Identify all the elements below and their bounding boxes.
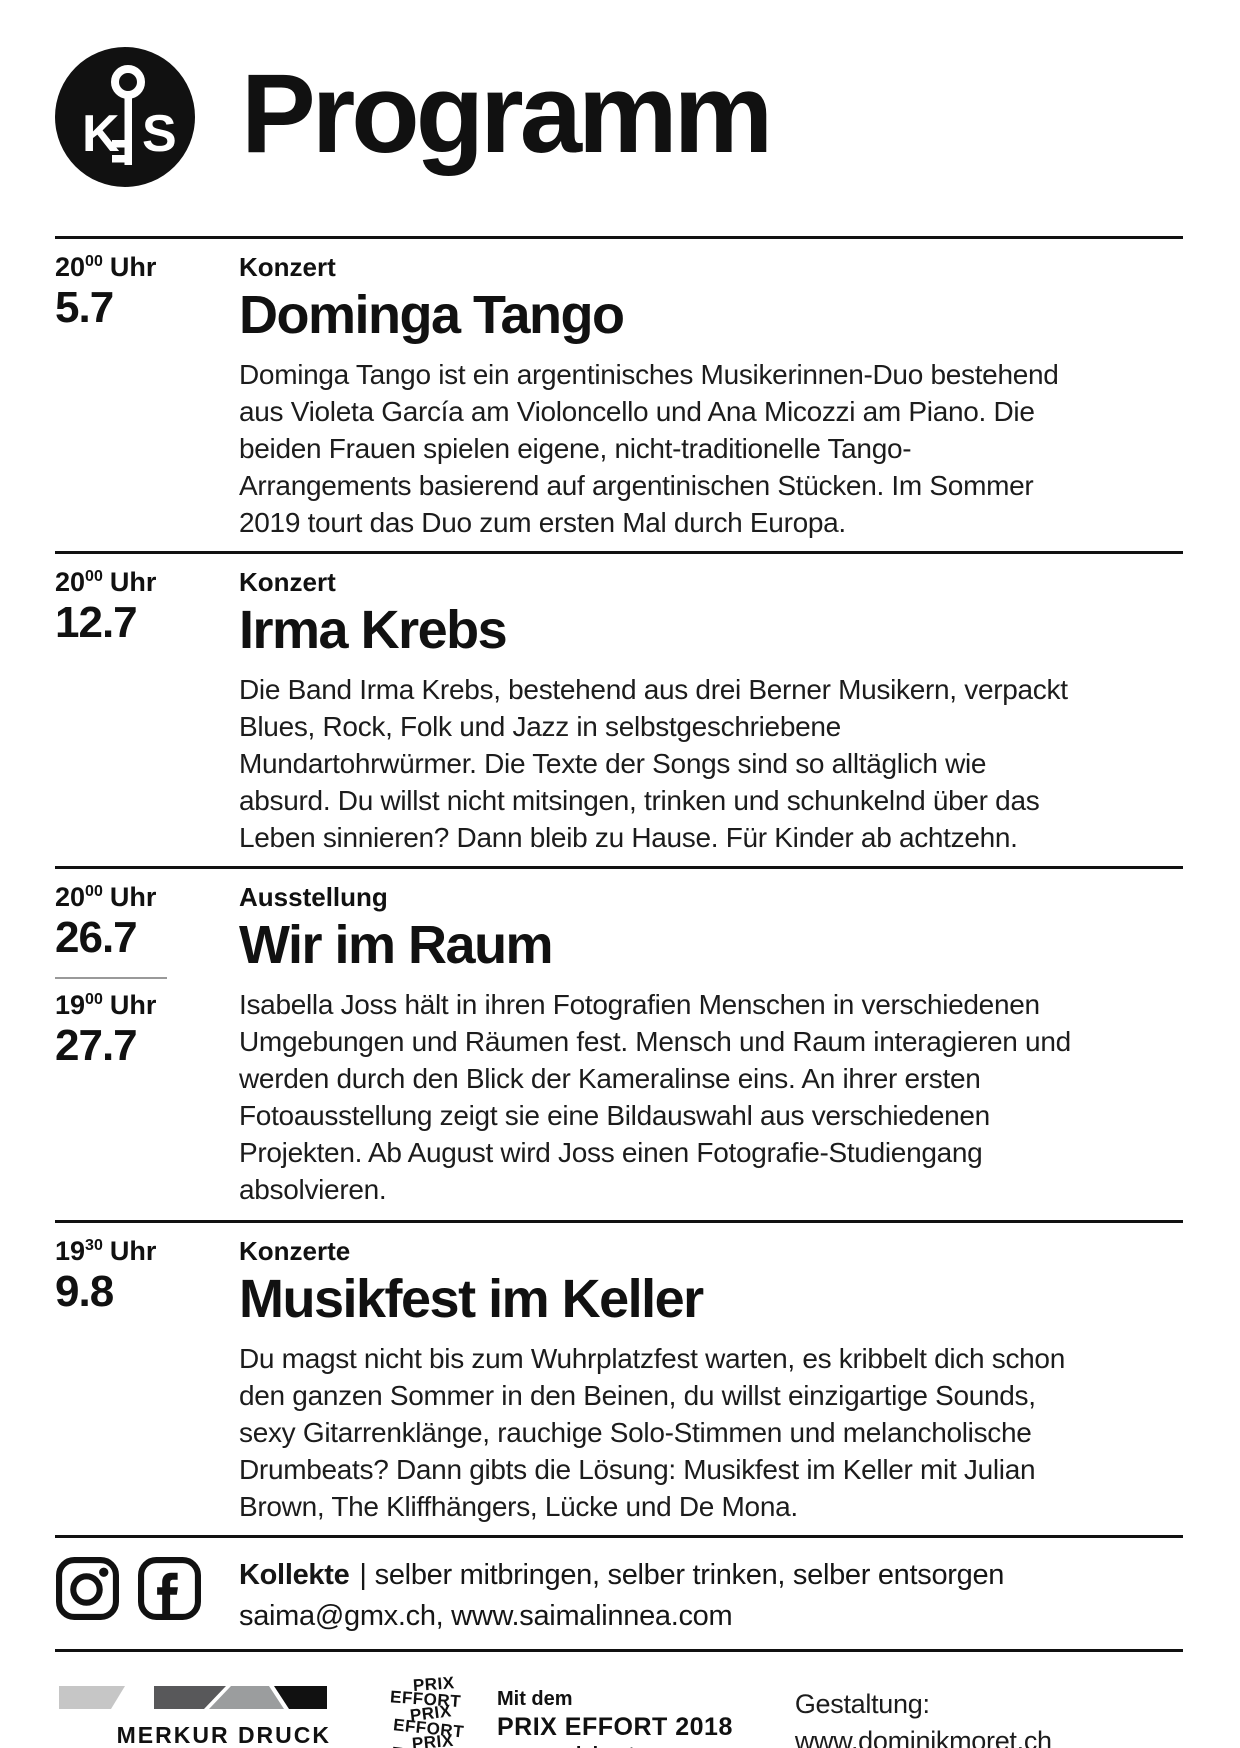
minutes-superscript: 00 xyxy=(85,253,103,270)
event-1-date: 5.7 xyxy=(55,283,114,332)
merkur-druck-label: MERKUR DRUCK xyxy=(116,1722,331,1748)
logo-letter-k: K xyxy=(82,105,120,163)
event-4-date: 9.8 xyxy=(55,1267,114,1316)
event-1-title: Dominga Tango xyxy=(239,285,625,345)
event-3-time-2: 1900 Uhr xyxy=(55,990,239,1021)
bottom-strip: MERKUR DRUCK PRIX EFFORT PRIX EFFORT PRI… xyxy=(55,1649,1183,1748)
hour: 19 xyxy=(55,1236,86,1266)
prix-line-3: ausgezeichnet xyxy=(497,1742,733,1748)
minutes-superscript: 00 xyxy=(85,990,103,1008)
time-unit: Uhr xyxy=(109,252,157,282)
event-3-datetime: 2000 Uhr 26.7 1900 Uhr 27.7 xyxy=(55,882,239,1208)
logo-letter-s: S xyxy=(142,105,177,163)
prix-line-2: PRIX EFFORT 2018 xyxy=(497,1713,733,1741)
date-divider xyxy=(55,976,167,979)
instagram-icon xyxy=(56,1557,119,1620)
facebook-icon xyxy=(138,1557,201,1620)
event-3-date-1: 26.7 xyxy=(55,913,138,962)
event-1-description: Dominga Tango ist ein argentinisches Mus… xyxy=(239,359,1059,538)
event-3-category: Ausstellung xyxy=(239,882,388,912)
design-url: www.dominikmoret.ch xyxy=(794,1726,1052,1748)
hour: 20 xyxy=(55,882,86,912)
pipe-separator: | xyxy=(359,1559,367,1591)
event-1-category: Konzert xyxy=(239,252,336,282)
time-unit: Uhr xyxy=(109,567,157,597)
event-2-title: Irma Krebs xyxy=(239,600,508,660)
hour: 20 xyxy=(55,252,86,282)
event-3-body: Ausstellung Wir im Raum Isabella Joss hä… xyxy=(239,882,1183,1208)
header: K S Programm xyxy=(55,44,1183,190)
event-3-date-2: 27.7 xyxy=(55,1020,138,1070)
event-2-category: Konzert xyxy=(239,567,336,597)
event-2-datetime: 2000 Uhr 12.7 xyxy=(55,567,239,856)
event-2-date: 12.7 xyxy=(55,598,138,647)
contact-line: saima@gmx.ch, www.saimalinnea.com xyxy=(239,1600,733,1632)
design-credit: Gestaltung: www.dominikmoret.ch xyxy=(795,1686,1052,1748)
prix-effort-badge-icon: PRIX EFFORT PRIX EFFORT PRIX EFFORT xyxy=(387,1673,471,1748)
social-icons xyxy=(55,1555,239,1637)
kis-logo: K S xyxy=(55,47,195,187)
event-3-title: Wir im Raum xyxy=(239,915,554,975)
event-2-description: Die Band Irma Krebs, bestehend aus drei … xyxy=(239,674,1068,853)
event-2-body: Konzert Irma Krebs Die Band Irma Krebs, … xyxy=(239,567,1183,856)
time-unit: Uhr xyxy=(109,882,157,912)
prix-effort-text: Mit dem PRIX EFFORT 2018 ausgezeichnet xyxy=(497,1686,733,1748)
design-label: Gestaltung: xyxy=(794,1689,930,1719)
minutes-superscript: 00 xyxy=(85,568,103,585)
hour: 20 xyxy=(55,567,86,597)
event-3-description: Isabella Joss hält in ihren Fotografien … xyxy=(239,989,1071,1205)
event-wir-im-raum: 2000 Uhr 26.7 1900 Uhr 27.7 Ausstellung Wi… xyxy=(55,866,1183,1220)
hour: 19 xyxy=(55,989,86,1020)
minutes-superscript: 00 xyxy=(85,883,103,900)
event-dominga-tango: 2000 Uhr 5.7 Konzert Dominga Tango Doming… xyxy=(55,236,1183,551)
event-4-body: Konzerte Musikfest im Keller Du magst ni… xyxy=(239,1236,1183,1525)
kollekte-line: Kollekte | selber mitbringen, selber trink… xyxy=(239,1555,1183,1596)
event-4-time: 1930 Uhr xyxy=(55,1236,239,1267)
event-2-time: 2000 Uhr xyxy=(55,567,239,598)
footer-kollekte: Kollekte | selber mitbringen, selber trink… xyxy=(55,1535,1183,1649)
event-1-body: Konzert Dominga Tango Dominga Tango ist … xyxy=(239,252,1183,541)
event-3-time-1: 2000 Uhr xyxy=(55,882,239,913)
minutes-superscript: 30 xyxy=(85,1237,103,1254)
page-title: Programm xyxy=(241,51,773,176)
merkur-druck-logo: MERKUR DRUCK xyxy=(59,1686,331,1748)
time-unit: Uhr xyxy=(109,989,157,1020)
kollekte-detail: selber mitbringen, selber trinken, selbe… xyxy=(374,1559,1005,1591)
prix-line-1: Mit dem xyxy=(497,1688,573,1710)
time-unit: Uhr xyxy=(109,1236,157,1266)
kollekte-label: Kollekte xyxy=(239,1559,350,1591)
key-icon xyxy=(111,65,145,165)
prix-effort-group: PRIX EFFORT PRIX EFFORT PRIX EFFORT Mit … xyxy=(387,1673,733,1748)
event-4-category: Konzerte xyxy=(239,1236,351,1266)
event-1-time: 2000 Uhr xyxy=(55,252,239,283)
event-musikfest-im-keller: 1930 Uhr 9.8 Konzerte Musikfest im Keller… xyxy=(55,1220,1183,1535)
event-4-datetime: 1930 Uhr 9.8 xyxy=(55,1236,239,1525)
event-4-description: Du magst nicht bis zum Wuhrplatzfest war… xyxy=(239,1343,1065,1522)
merkur-bar-icon xyxy=(59,1686,327,1709)
kollekte-text-block: Kollekte | selber mitbringen, selber trink… xyxy=(239,1555,1183,1637)
event-irma-krebs: 2000 Uhr 12.7 Konzert Irma Krebs Die Band… xyxy=(55,551,1183,866)
event-1-datetime: 2000 Uhr 5.7 xyxy=(55,252,239,541)
event-4-title: Musikfest im Keller xyxy=(239,1269,704,1329)
